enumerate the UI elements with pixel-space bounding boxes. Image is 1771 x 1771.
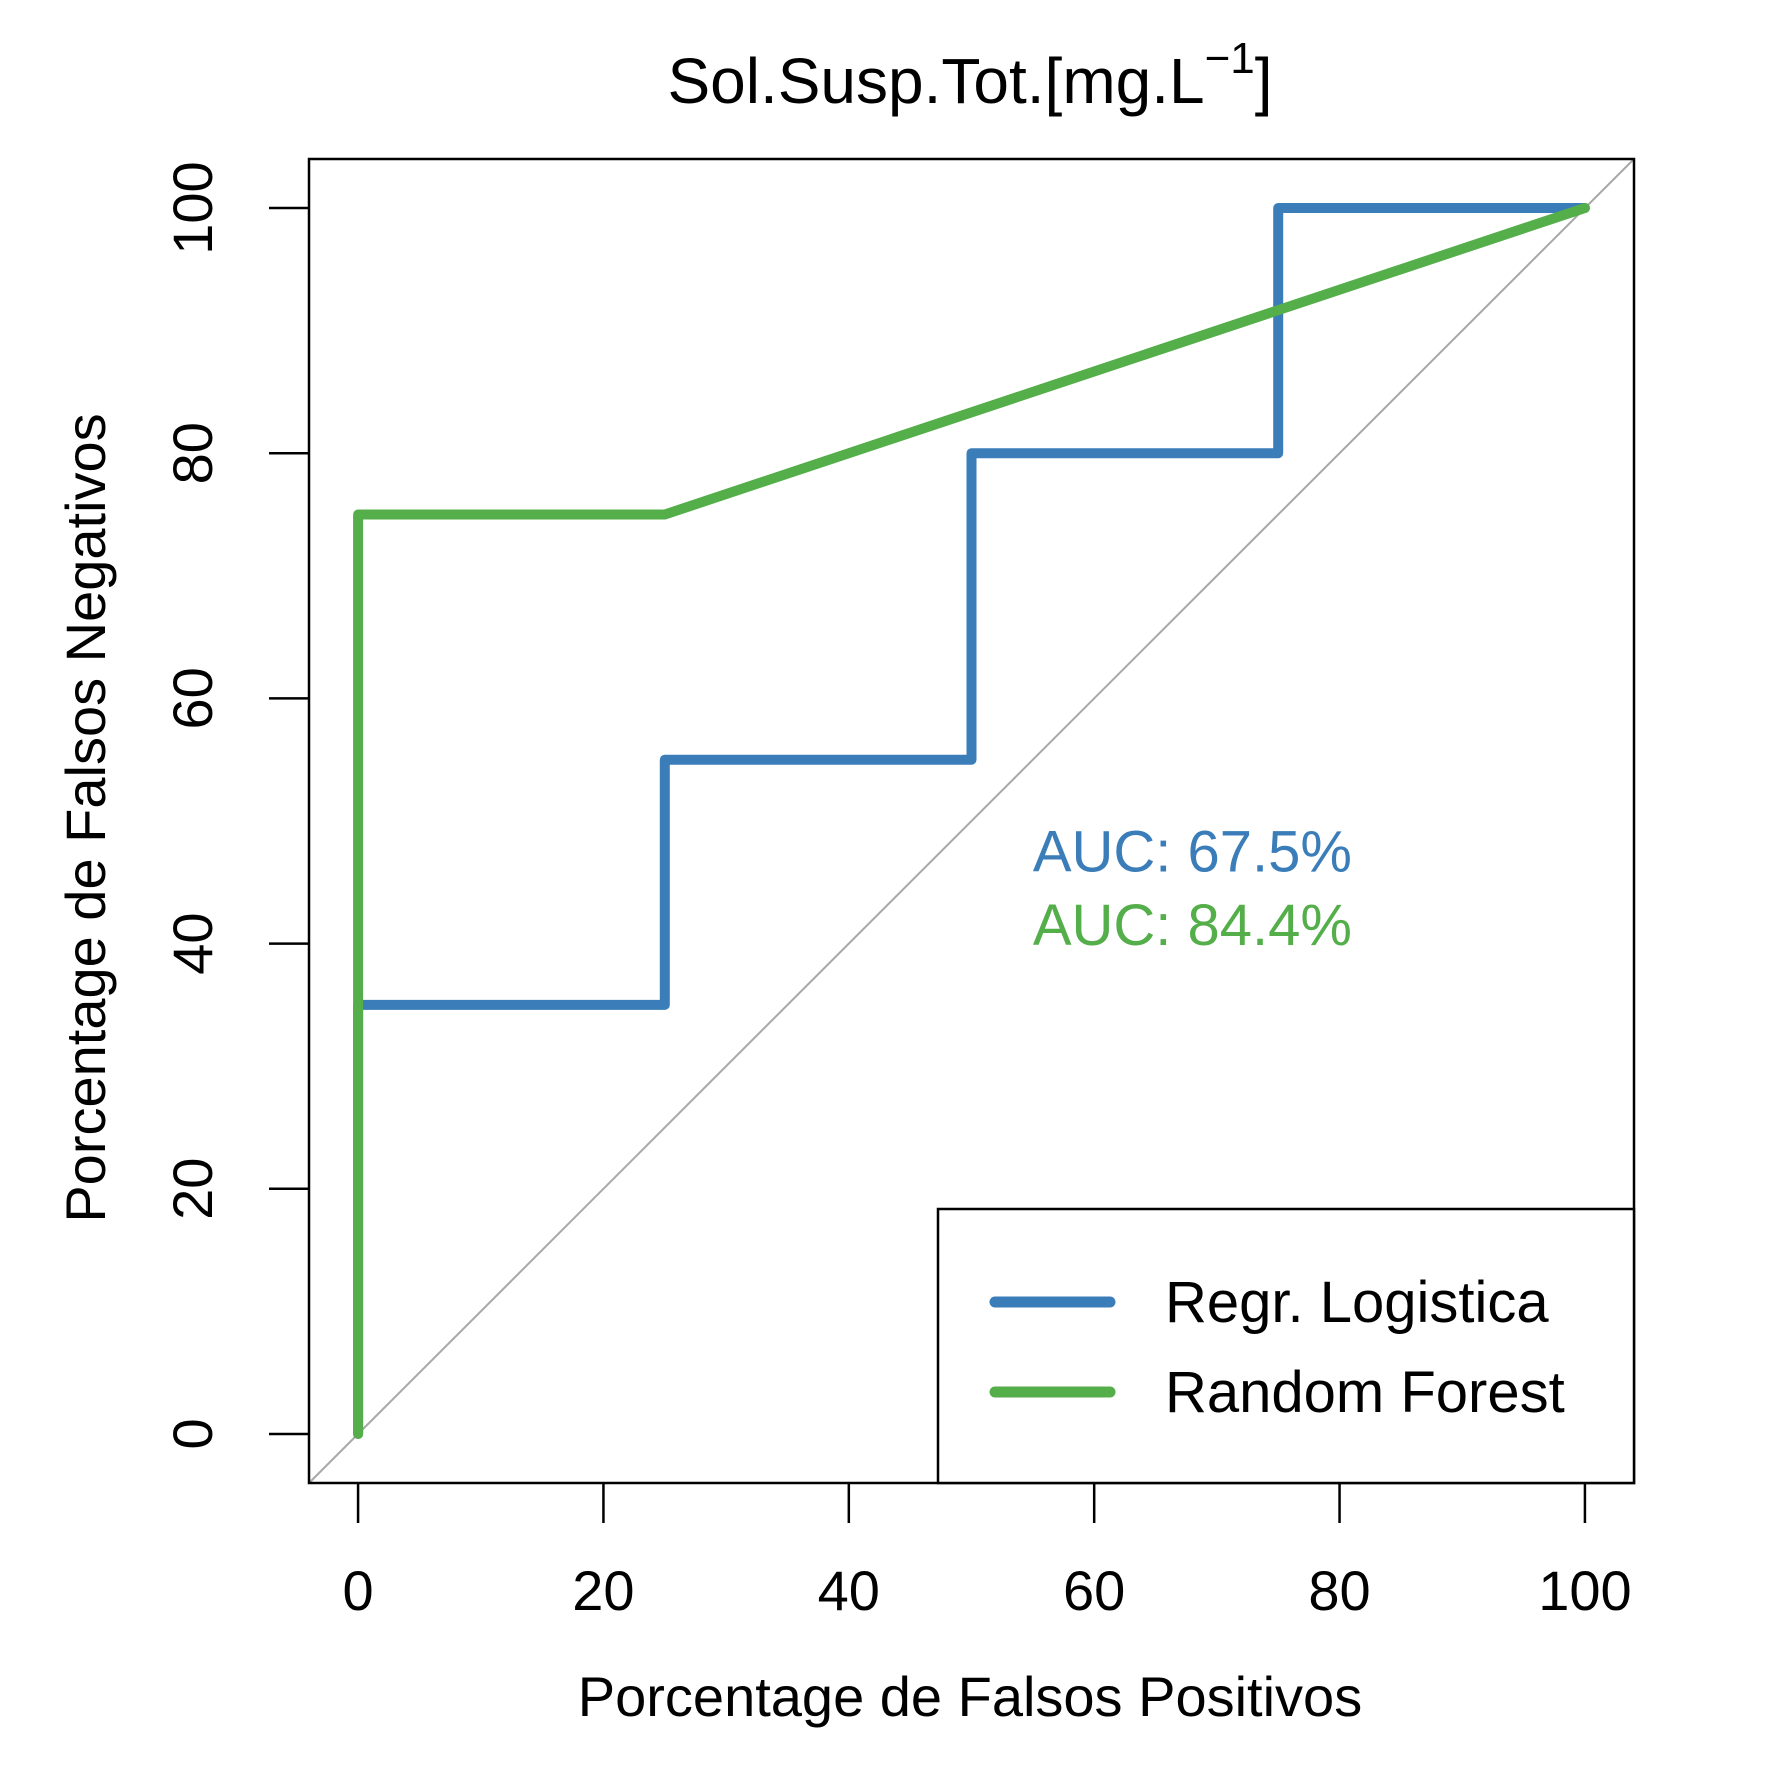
auc-annotations: AUC: 67.5% AUC: 84.4% bbox=[1033, 820, 1352, 959]
plot-area bbox=[308, 158, 1635, 1484]
series-line-regr-logistica bbox=[353, 203, 1590, 1439]
auc-annotation: AUC: 84.4% bbox=[1033, 893, 1352, 958]
y-tick-label: 20 bbox=[161, 1158, 224, 1220]
chart-title-superscript: −1 bbox=[1205, 34, 1255, 83]
axes: 0 20 40 60 80 100 0 20 40 60 80 100 bbox=[161, 157, 1636, 1622]
chart-title-suffix: ] bbox=[1255, 45, 1273, 117]
y-tick-label: 100 bbox=[161, 161, 224, 254]
y-tick-label: 0 bbox=[161, 1418, 224, 1449]
y-tick-label: 60 bbox=[161, 667, 224, 729]
legend: Regr. Logistica Random Forest bbox=[936, 1207, 1636, 1485]
x-tick-label: 20 bbox=[572, 1559, 634, 1622]
y-tick-label: 40 bbox=[161, 912, 224, 974]
x-tick-label: 60 bbox=[1063, 1559, 1125, 1622]
auc-annotation: AUC: 67.5% bbox=[1033, 820, 1352, 885]
diagonal-reference-line bbox=[308, 158, 1635, 1484]
legend-label: Regr. Logistica bbox=[1165, 1270, 1549, 1335]
x-tick-label: 0 bbox=[342, 1559, 373, 1622]
y-tick-label: 80 bbox=[161, 422, 224, 484]
x-tick-label: 80 bbox=[1308, 1559, 1370, 1622]
x-tick-label: 40 bbox=[818, 1559, 880, 1622]
legend-label: Random Forest bbox=[1165, 1360, 1565, 1425]
y-axis-label: Porcentage de Falsos Negativos bbox=[54, 413, 117, 1222]
x-axis-label: Porcentage de Falsos Positivos bbox=[578, 1665, 1362, 1728]
chart-title-main: Sol.Susp.Tot.[mg.L bbox=[667, 45, 1204, 117]
legend-box bbox=[936, 1207, 1636, 1485]
series-line-random-forest bbox=[353, 203, 1590, 1439]
x-tick-label: 100 bbox=[1538, 1559, 1631, 1622]
chart-title: Sol.Susp.Tot.[mg.L−1] bbox=[667, 34, 1272, 117]
